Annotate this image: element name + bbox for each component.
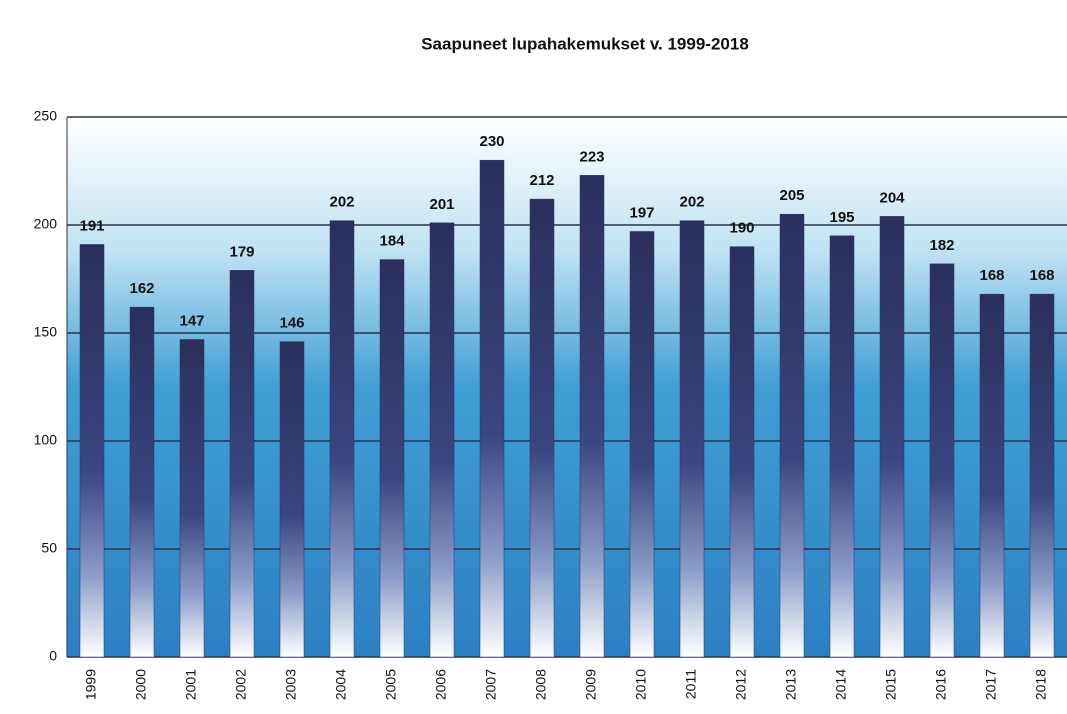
x-tick-label: 1999	[83, 669, 99, 700]
bar	[1029, 293, 1055, 658]
y-tick-label: 150	[34, 324, 58, 340]
value-label: 179	[229, 243, 254, 260]
bar	[579, 175, 605, 658]
y-tick-label: 200	[34, 216, 58, 232]
value-label: 162	[129, 280, 154, 297]
value-label: 195	[829, 209, 854, 226]
value-label: 147	[179, 312, 204, 329]
x-tick-label: 2002	[233, 669, 249, 700]
value-label: 204	[879, 189, 905, 206]
x-tick-label: 2011	[683, 669, 699, 699]
chart-title: Saapuneet lupahakemukset v. 1999-2018	[421, 34, 749, 53]
bar	[979, 293, 1005, 658]
x-tick-label: 2010	[633, 669, 649, 700]
value-label: 146	[279, 315, 304, 332]
bar	[329, 220, 355, 658]
value-label: 182	[929, 237, 954, 254]
bar	[529, 198, 555, 658]
y-tick-label: 50	[41, 540, 57, 556]
bar	[479, 159, 505, 658]
bar	[679, 220, 705, 658]
bar	[179, 339, 205, 658]
bar	[429, 222, 455, 658]
x-tick-label: 2003	[283, 669, 299, 700]
bar	[729, 246, 755, 658]
value-label: 223	[579, 148, 604, 165]
bar	[779, 213, 805, 658]
bar	[929, 263, 955, 658]
bar	[279, 341, 305, 658]
value-label: 197	[629, 204, 654, 221]
value-label: 168	[1029, 267, 1054, 284]
x-tick-label: 2006	[433, 669, 449, 700]
value-label: 205	[779, 187, 804, 204]
value-label: 191	[79, 217, 104, 234]
x-tick-label: 2013	[783, 669, 799, 700]
bar	[379, 259, 405, 658]
x-tick-label: 2008	[533, 669, 549, 700]
bar	[879, 216, 905, 658]
x-tick-label: 2014	[833, 669, 849, 700]
value-label: 202	[679, 194, 704, 211]
bar	[79, 244, 105, 658]
x-tick-label: 2005	[383, 669, 399, 700]
value-label: 201	[429, 196, 454, 213]
y-tick-label: 100	[34, 432, 58, 448]
value-label: 184	[379, 233, 405, 250]
x-tick-label: 2017	[983, 669, 999, 700]
x-tick-label: 2001	[183, 669, 199, 700]
y-tick-label: 0	[49, 648, 57, 664]
x-tick-label: 2009	[583, 669, 599, 700]
bar	[229, 270, 255, 658]
value-label: 202	[329, 194, 354, 211]
x-tick-label: 2000	[133, 669, 149, 700]
value-label: 230	[479, 133, 504, 150]
x-tick-label: 2016	[933, 669, 949, 700]
x-tick-label: 2004	[333, 669, 349, 700]
value-label: 168	[979, 267, 1004, 284]
value-label: 190	[729, 220, 754, 237]
x-tick-label: 2012	[733, 669, 749, 700]
plot-background	[67, 117, 1067, 657]
bar	[629, 231, 655, 658]
x-tick-label: 2015	[883, 669, 899, 700]
y-tick-label: 250	[34, 108, 58, 124]
bar	[129, 306, 155, 658]
x-tick-label: 2018	[1033, 669, 1049, 700]
value-label: 212	[529, 172, 554, 189]
x-tick-label: 2007	[483, 669, 499, 700]
bar	[829, 235, 855, 658]
